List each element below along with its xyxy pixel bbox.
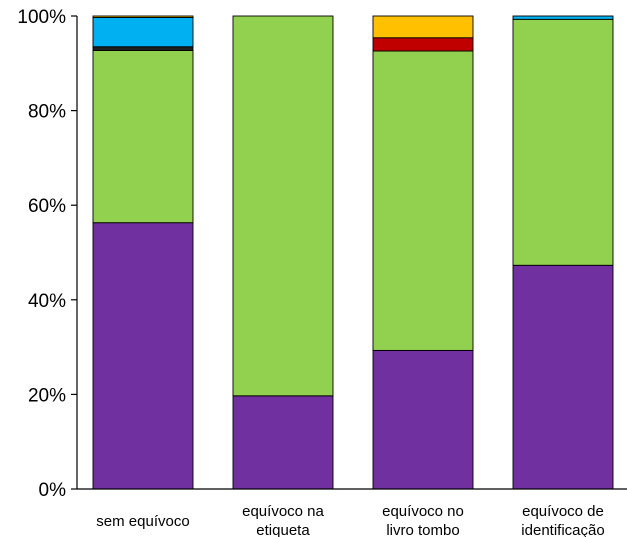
bar-segment-1-5 <box>92 16 194 48</box>
bar-segment-3-2 <box>372 50 474 351</box>
bar-segment-3-4 <box>372 37 474 52</box>
bar-segment-4-2 <box>512 18 614 266</box>
x-category-label: equívoco no <box>382 503 464 520</box>
bar-segment-1-3 <box>92 46 194 51</box>
bar-segment-2-2 <box>232 15 334 397</box>
bar-segment-1-1 <box>92 222 194 490</box>
y-tick-label: 20% <box>28 385 66 406</box>
y-tick-label: 40% <box>28 291 66 312</box>
bar-segment-3-6 <box>372 15 474 39</box>
bar-segment-3-1 <box>372 349 474 490</box>
y-tick-label: 0% <box>39 480 67 501</box>
x-category-label: livro tombo <box>386 522 459 537</box>
bar-segment-4-5 <box>512 15 614 20</box>
x-category-label: equívoco de <box>522 503 604 520</box>
x-category-label: etiqueta <box>256 522 310 537</box>
y-tick-label: 80% <box>28 102 66 123</box>
y-tick-label: 100% <box>17 7 66 28</box>
x-axis-labels: sem equívoco equívoco na etiqueta equívoco … <box>96 503 604 537</box>
x-category-label: equívoco na <box>242 503 324 520</box>
bar-segment-1-6 <box>92 15 194 18</box>
x-category-label: identificação <box>521 522 604 537</box>
bars-group <box>92 15 614 490</box>
y-tick-label: 60% <box>28 196 66 217</box>
bar-segment-4-1 <box>512 264 614 490</box>
bar-segment-2-1 <box>232 395 334 490</box>
x-category-label: sem equívoco <box>96 513 189 530</box>
bar-segment-1-2 <box>92 50 194 224</box>
y-axis-ticks: 0% 20% 40% 60% 80% 100% <box>17 7 77 501</box>
